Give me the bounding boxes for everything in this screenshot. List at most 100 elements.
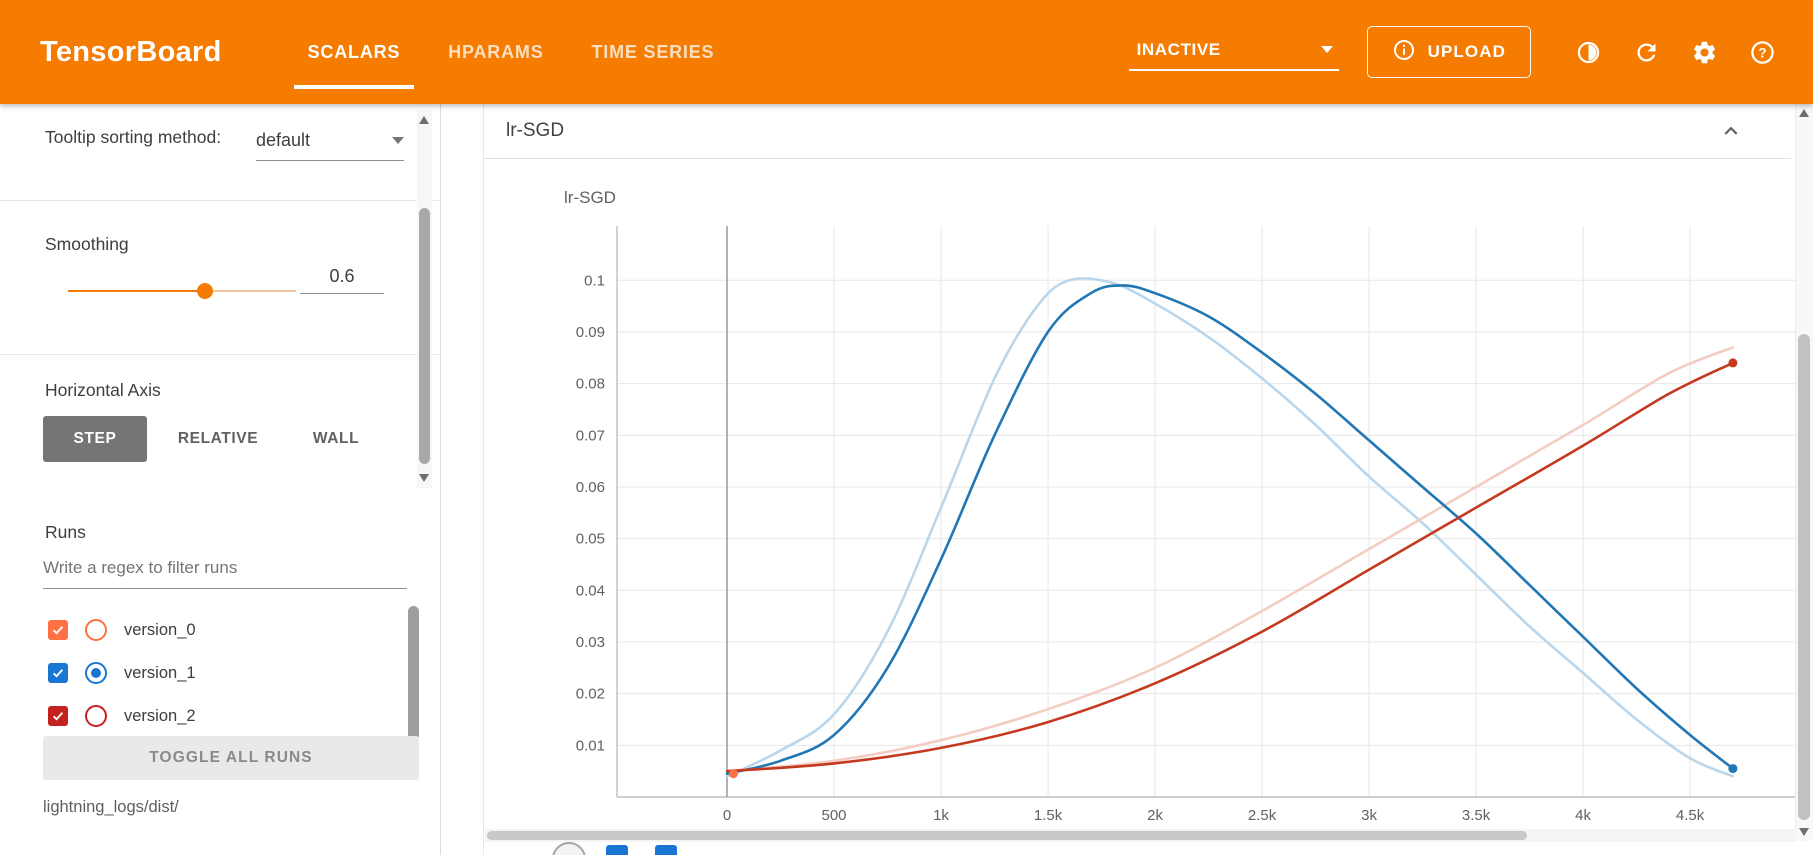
scroll-down-icon[interactable]: [1799, 828, 1809, 836]
smoothing-slider[interactable]: [68, 282, 296, 300]
collapse-group-button[interactable]: [1709, 109, 1753, 153]
settings-sidebar: Tooltip sorting method: default Smoothin…: [0, 104, 441, 855]
svg-text:2.5k: 2.5k: [1248, 807, 1277, 824]
svg-text:500: 500: [822, 807, 847, 824]
app-header: TensorBoard SCALARS HPARAMS TIME SERIES …: [0, 0, 1813, 104]
chart-expand-button[interactable]: [655, 845, 677, 855]
slider-thumb[interactable]: [196, 283, 213, 299]
axis-relative-button[interactable]: RELATIVE: [177, 430, 259, 447]
data-connection-dropdown[interactable]: INACTIVE: [1128, 34, 1339, 71]
help-icon: ?: [1749, 39, 1776, 66]
run-checkbox[interactable]: [48, 663, 68, 683]
radio-dot: [91, 668, 101, 678]
svg-text:?: ?: [1758, 45, 1766, 60]
chart-pin-button[interactable]: [606, 845, 628, 855]
scroll-up-icon[interactable]: [1799, 109, 1809, 117]
run-name: version_2: [124, 706, 196, 725]
run-row-version-0[interactable]: version_0: [38, 610, 368, 650]
svg-text:4.5k: 4.5k: [1676, 807, 1705, 824]
refresh-button[interactable]: [1617, 23, 1675, 81]
tooltip-sorting-dropdown[interactable]: default: [256, 130, 404, 161]
run-name: version_0: [124, 620, 196, 639]
refresh-icon: [1633, 39, 1660, 66]
svg-text:0.09: 0.09: [576, 324, 605, 341]
card-group-title: lr-SGD: [506, 120, 565, 141]
run-name: version_1: [124, 663, 196, 682]
check-icon: [52, 712, 64, 721]
tab-time-series[interactable]: TIME SERIES: [591, 41, 715, 62]
page-vertical-scrollbar[interactable]: [1795, 104, 1813, 841]
header-actions: INACTIVE UPLOAD: [1128, 23, 1791, 81]
slider-fill: [68, 290, 205, 292]
chart-title: lr-SGD: [564, 188, 616, 207]
svg-text:1k: 1k: [933, 807, 949, 824]
run-row-version-2[interactable]: version_2: [38, 696, 368, 736]
app-title[interactable]: TensorBoard: [40, 35, 222, 68]
svg-text:0.03: 0.03: [576, 634, 605, 651]
smoothing-label: Smoothing: [45, 234, 129, 254]
sidebar-scrollbar[interactable]: [417, 110, 432, 488]
lr-sgd-chart[interactable]: 0.01 0.02 0.03 0.04 0.05 0.06 0.07 0.08 0.09 0.1 0…: [548, 215, 1796, 855]
svg-text:0.06: 0.06: [576, 479, 605, 496]
tooltip-sorting-label: Tooltip sorting method:: [45, 127, 222, 147]
chevron-down-icon: [1320, 46, 1333, 53]
scroll-up-icon[interactable]: [419, 116, 429, 124]
log-directory-path: lightning_logs/dist/: [43, 798, 179, 816]
svg-text:0.01: 0.01: [576, 737, 605, 754]
smoothing-value-field[interactable]: [300, 264, 384, 294]
card-group-header: lr-SGD: [484, 104, 1791, 159]
run-radio[interactable]: [85, 619, 107, 641]
check-icon: [52, 626, 64, 635]
runs-filter-input[interactable]: [43, 554, 407, 589]
scrollbar-thumb[interactable]: [487, 831, 1527, 840]
tab-scalars[interactable]: SCALARS: [284, 0, 425, 104]
run-radio[interactable]: [85, 705, 107, 727]
svg-text:0.05: 0.05: [576, 531, 605, 548]
svg-text:0.07: 0.07: [576, 427, 605, 444]
chevron-up-icon: [1724, 126, 1738, 135]
main-content: lr-SGD lr-SGD 0.01 0.02 0.03 0.04 0.05 0.06 0.…: [441, 104, 1796, 855]
upload-button[interactable]: UPLOAD: [1366, 26, 1531, 78]
svg-text:0.04: 0.04: [576, 582, 605, 599]
theme-toggle-button[interactable]: [1559, 23, 1617, 81]
svg-text:4k: 4k: [1575, 807, 1591, 824]
runs-label: Runs: [45, 522, 86, 542]
chevron-down-icon: [392, 137, 404, 144]
svg-text:3k: 3k: [1361, 807, 1377, 824]
run-radio[interactable]: [85, 662, 107, 684]
run-checkbox[interactable]: [48, 620, 68, 640]
axis-step-button[interactable]: STEP: [43, 416, 147, 462]
check-icon: [52, 669, 64, 678]
svg-text:2k: 2k: [1147, 807, 1163, 824]
svg-text:3.5k: 3.5k: [1462, 807, 1491, 824]
scalar-card-group: lr-SGD lr-SGD 0.01 0.02 0.03 0.04 0.05 0.06 0.…: [483, 104, 1796, 855]
status-label: INACTIVE: [1136, 39, 1221, 59]
runs-scrollbar-thumb[interactable]: [408, 606, 419, 741]
tab-hparams[interactable]: HPARAMS: [448, 41, 544, 62]
svg-text:0.08: 0.08: [576, 376, 605, 393]
contrast-icon: [1575, 39, 1602, 66]
scrollbar-thumb[interactable]: [1798, 334, 1810, 820]
info-icon: [1392, 38, 1416, 67]
tooltip-sorting-value: default: [256, 130, 311, 150]
svg-text:0.02: 0.02: [576, 686, 605, 703]
upload-label: UPLOAD: [1427, 42, 1506, 61]
scrollbar-thumb[interactable]: [419, 208, 430, 464]
help-button[interactable]: ?: [1733, 23, 1791, 81]
gear-icon: [1691, 39, 1718, 66]
svg-text:0: 0: [723, 807, 731, 824]
divider: [0, 354, 439, 355]
run-row-version-1[interactable]: version_1: [38, 653, 368, 693]
svg-text:0.1: 0.1: [584, 272, 605, 289]
scroll-down-icon[interactable]: [419, 474, 429, 482]
axis-wall-button[interactable]: WALL: [312, 430, 360, 447]
tab-bar: SCALARS HPARAMS TIME SERIES: [284, 0, 739, 104]
page-horizontal-scrollbar[interactable]: [485, 829, 1796, 842]
divider: [0, 200, 439, 201]
horizontal-axis-label: Horizontal Axis: [45, 380, 161, 400]
svg-text:1.5k: 1.5k: [1034, 807, 1063, 824]
toggle-all-runs-button[interactable]: TOGGLE ALL RUNS: [43, 736, 419, 780]
settings-button[interactable]: [1675, 23, 1733, 81]
run-checkbox[interactable]: [48, 706, 68, 726]
